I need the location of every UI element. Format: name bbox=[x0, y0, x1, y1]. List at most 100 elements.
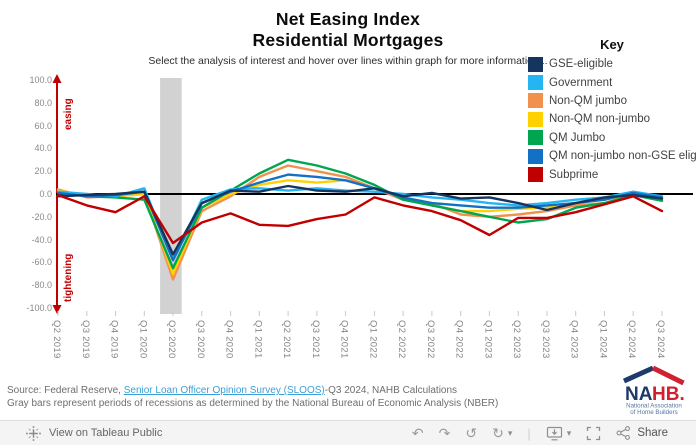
legend-label: Subprime bbox=[549, 168, 599, 181]
refresh-button[interactable]: ↻ ▾ bbox=[492, 426, 512, 440]
x-axis-tick-label: Q1 2023 bbox=[482, 320, 494, 359]
x-axis-tick-label: Q1 2021 bbox=[252, 320, 264, 359]
share-icon bbox=[616, 426, 631, 440]
replay-icon: ↺ bbox=[465, 425, 478, 441]
x-axis-tick-label: Q1 2022 bbox=[367, 320, 379, 359]
x-axis-tick-label: Q2 2024 bbox=[626, 320, 638, 359]
legend-swatch bbox=[528, 148, 543, 164]
series-line-qm-non-jumbo-non-gse-eligible[interactable] bbox=[56, 173, 664, 262]
y-axis-tick-label: 0.0 bbox=[39, 189, 52, 199]
y-axis-tick-label: 60.0 bbox=[34, 120, 52, 131]
legend-label: QM Jumbo bbox=[549, 131, 606, 144]
legend-rows: GSE-eligible Government Non-QM jumbo Non-QM… bbox=[528, 55, 696, 184]
nahb-logo-text-hb: HB. bbox=[652, 384, 685, 405]
x-axis-tick-label: Q3 2024 bbox=[655, 320, 666, 359]
download-button[interactable]: ▾ bbox=[546, 426, 572, 441]
legend-swatch bbox=[528, 93, 543, 109]
x-axis-tick-label: Q2 2023 bbox=[511, 320, 523, 359]
download-icon bbox=[546, 426, 562, 440]
y-axis-tick-label: 100.0 bbox=[29, 75, 52, 85]
legend-label: GSE-eligible bbox=[549, 58, 613, 71]
fullscreen-icon bbox=[587, 426, 601, 440]
legend-label: Non-QM non-jumbo bbox=[549, 113, 650, 126]
y-axis-tick-label: -100.0 bbox=[26, 303, 52, 313]
x-axis-tick-label: Q3 2019 bbox=[79, 320, 91, 359]
tightening-axis-label: tightening bbox=[63, 253, 74, 302]
x-axis-tick-label: Q1 2020 bbox=[137, 320, 149, 359]
arrow-up-icon bbox=[52, 74, 62, 83]
legend-item-non-qm-jumbo[interactable]: Non-QM jumbo bbox=[528, 92, 696, 110]
legend-item-qm-jumbo[interactable]: QM Jumbo bbox=[528, 129, 696, 147]
source-suffix: -Q3 2024, NAHB Calculations bbox=[324, 385, 458, 396]
x-axis-tick-label: Q3 2023 bbox=[539, 320, 551, 359]
toolbar-separator: | bbox=[527, 425, 531, 441]
y-axis-tick-label: 80.0 bbox=[34, 97, 52, 108]
source-note: Source: Federal Reserve, Senior Loan Off… bbox=[7, 384, 498, 410]
title-line-2: Residential Mortgages bbox=[252, 30, 444, 50]
legend-item-non-qm-non-jumbo[interactable]: Non-QM non-jumbo bbox=[528, 110, 696, 128]
recession-band bbox=[160, 78, 182, 314]
legend-item-subprime[interactable]: Subprime bbox=[528, 165, 696, 183]
redo-icon: ↷ bbox=[438, 425, 451, 441]
legend-swatch bbox=[528, 167, 543, 183]
chart-canvas bbox=[52, 74, 693, 316]
sloos-link[interactable]: Senior Loan Officer Opinion Survey (SLOO… bbox=[123, 385, 325, 396]
nahb-roof-right bbox=[651, 365, 685, 386]
legend-label: QM non-jumbo non-GSE eligible bbox=[549, 150, 696, 163]
nahb-tagline-2: of Home Builders bbox=[630, 409, 677, 415]
refresh-icon: ↻ bbox=[492, 425, 504, 441]
y-axis-tick-label: -20.0 bbox=[31, 211, 52, 222]
legend-item-qm-non-jumbo-non-gse-eligible[interactable]: QM non-jumbo non-GSE eligible bbox=[528, 147, 696, 165]
legend-item-government[interactable]: Government bbox=[528, 73, 696, 91]
nahb-logo: NA HB. National Association of Home Buil… bbox=[622, 365, 685, 415]
fullscreen-button[interactable] bbox=[586, 426, 601, 441]
nahb-tagline-1: National Association bbox=[626, 403, 682, 410]
x-axis-tick-label: Q4 2020 bbox=[223, 320, 235, 359]
nahb-logo-text-na: NA bbox=[625, 384, 653, 405]
y-axis: 100.0 80.0 60.0 40.0 20.0 0.0 -20.0 -40.0 -60.0 -… bbox=[18, 0, 52, 420]
view-on-tableau-label: View on Tableau Public bbox=[49, 427, 163, 439]
view-on-tableau[interactable]: View on Tableau Public bbox=[26, 425, 163, 441]
legend-swatch bbox=[528, 75, 543, 91]
replay-button[interactable]: ↺ bbox=[465, 426, 477, 440]
toolbar-actions: ↶ ↷ ↺ ↻ ▾ | ▾ S bbox=[397, 426, 668, 441]
y-axis-tick-label: 20.0 bbox=[34, 166, 52, 177]
legend-label: Non-QM jumbo bbox=[549, 94, 627, 107]
series-line-subprime[interactable] bbox=[56, 193, 664, 245]
x-axis-tick-label: Q2 2022 bbox=[396, 320, 408, 359]
chart-subtitle: Select the analysis of interest and hove… bbox=[148, 55, 548, 67]
x-axis-tick-label: Q4 2023 bbox=[568, 320, 580, 359]
legend-title: Key bbox=[600, 37, 624, 52]
x-axis-tick-label: Q1 2024 bbox=[597, 320, 609, 359]
legend-item-gse-eligible[interactable]: GSE-eligible bbox=[528, 55, 696, 73]
series-line-qm-jumbo[interactable] bbox=[56, 158, 664, 270]
tableau-toolbar: View on Tableau Public ↶ ↷ ↺ ↻ ▾ | ▾ bbox=[0, 420, 696, 445]
redo-button[interactable]: ↷ bbox=[439, 426, 451, 440]
y-axis-tick-label: -60.0 bbox=[31, 257, 52, 268]
undo-button[interactable]: ↶ bbox=[412, 426, 424, 440]
source-prefix: Source: Federal Reserve, bbox=[7, 385, 124, 396]
series-line-gse-eligible[interactable] bbox=[56, 184, 664, 256]
undo-icon: ↶ bbox=[411, 425, 424, 441]
legend-label: Government bbox=[549, 76, 613, 89]
x-axis-tick-label: Q4 2022 bbox=[453, 320, 465, 359]
easing-axis-label: easing bbox=[63, 98, 74, 130]
x-axis: Q2 2019 Q3 2019 Q4 2019 Q1 2020 Q2 2020 Q3 20… bbox=[0, 320, 696, 382]
x-axis-tick-label: Q3 2020 bbox=[194, 320, 206, 359]
x-axis-tick-label: Q3 2021 bbox=[309, 320, 321, 359]
x-axis-tick-label: Q2 2020 bbox=[166, 320, 178, 359]
source-line-2: Gray bars represent periods of recession… bbox=[7, 398, 499, 409]
chevron-down-icon: ▾ bbox=[507, 427, 513, 438]
legend-swatch bbox=[528, 111, 543, 127]
y-axis-tick-label: -40.0 bbox=[31, 234, 52, 245]
page-title: Net Easing Index Residential Mortgages bbox=[0, 9, 696, 51]
nahb-roof-left bbox=[622, 365, 655, 384]
share-button[interactable]: Share bbox=[616, 426, 668, 440]
x-axis-tick-label: Q2 2019 bbox=[51, 320, 62, 359]
x-axis-tick-label: Q2 2021 bbox=[281, 320, 293, 359]
legend: Key GSE-eligible Government Non-QM jumbo No… bbox=[528, 37, 696, 184]
y-axis-tick-label: 40.0 bbox=[34, 143, 52, 154]
dashboard: Net Easing Index Residential Mortgages S… bbox=[0, 0, 696, 420]
legend-swatch bbox=[528, 130, 543, 146]
chevron-down-icon: ▾ bbox=[566, 427, 572, 438]
